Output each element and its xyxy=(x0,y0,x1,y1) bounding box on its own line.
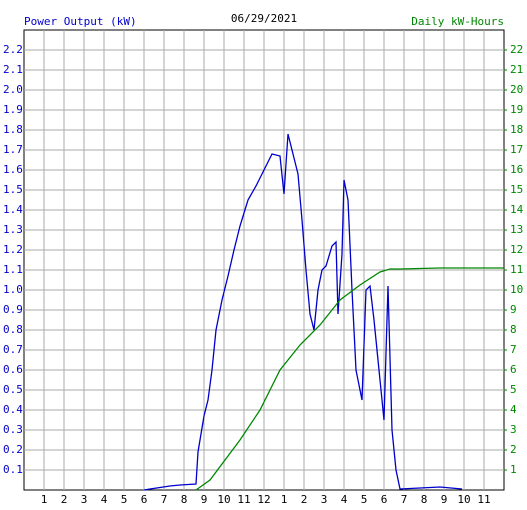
y-tick-label: 2.1 xyxy=(3,63,23,76)
x-tick-label: 2 xyxy=(301,493,308,506)
y-tick-label: 0.2 xyxy=(3,443,23,456)
y2-tick-label: 11 xyxy=(510,263,523,276)
x-tick-label: 7 xyxy=(401,493,408,506)
y2-tick-label: 14 xyxy=(510,203,524,216)
y2-tick-label: 8 xyxy=(510,323,517,336)
y2-tick-label: 12 xyxy=(510,243,523,256)
x-tick-label: 6 xyxy=(381,493,388,506)
y-tick-label: 0.5 xyxy=(3,383,23,396)
y2-tick-label: 3 xyxy=(510,423,517,436)
y-tick-label: 0.4 xyxy=(3,403,23,416)
y-tick-label: 1.6 xyxy=(3,163,23,176)
y2-tick-label: 13 xyxy=(510,223,523,236)
y2-tick-label: 16 xyxy=(510,163,523,176)
x-tick-label: 3 xyxy=(81,493,88,506)
x-tick-label: 10 xyxy=(217,493,230,506)
y-tick-label: 0.9 xyxy=(3,303,23,316)
y2-tick-label: 6 xyxy=(510,363,517,376)
x-tick-label: 12 xyxy=(257,493,270,506)
y2-tick-label: 2 xyxy=(510,443,517,456)
right-axis-label: Daily kW-Hours xyxy=(411,15,504,28)
y2-tick-label: 7 xyxy=(510,343,517,356)
y2-tick-label: 1 xyxy=(510,463,517,476)
y-tick-label: 1.2 xyxy=(3,243,23,256)
y2-tick-label: 9 xyxy=(510,303,517,316)
y2-tick-label: 19 xyxy=(510,103,523,116)
y-tick-label: 0.8 xyxy=(3,323,23,336)
y-tick-label: 1.7 xyxy=(3,143,23,156)
y2-tick-label: 21 xyxy=(510,63,523,76)
y2-tick-label: 20 xyxy=(510,83,523,96)
y-tick-label: 0.1 xyxy=(3,463,23,476)
x-tick-label: 7 xyxy=(161,493,168,506)
y-tick-label: 0.7 xyxy=(3,343,23,356)
y-tick-label: 1.8 xyxy=(3,123,23,136)
y-tick-label: 0.6 xyxy=(3,363,23,376)
y-tick-label: 2.0 xyxy=(3,83,23,96)
y2-tick-label: 4 xyxy=(510,403,517,416)
y2-tick-label: 5 xyxy=(510,383,517,396)
x-tick-label: 8 xyxy=(181,493,188,506)
y-tick-label: 1.4 xyxy=(3,203,23,216)
y2-tick-label: 15 xyxy=(510,183,523,196)
x-tick-label: 5 xyxy=(361,493,368,506)
x-tick-label: 1 xyxy=(281,493,288,506)
x-tick-label: 8 xyxy=(421,493,428,506)
x-tick-label: 5 xyxy=(121,493,128,506)
left-axis-label: Power Output (kW) xyxy=(24,15,137,28)
x-tick-label: 4 xyxy=(101,493,108,506)
y-tick-label: 2.2 xyxy=(3,43,23,56)
y2-tick-label: 17 xyxy=(510,143,523,156)
y-tick-label: 1.9 xyxy=(3,103,23,116)
y-tick-label: 1.1 xyxy=(3,263,23,276)
y-tick-label: 1.0 xyxy=(3,283,23,296)
y-tick-label: 1.3 xyxy=(3,223,23,236)
x-tick-label: 11 xyxy=(477,493,490,506)
y2-tick-label: 18 xyxy=(510,123,523,136)
x-tick-label: 9 xyxy=(201,493,208,506)
series-line xyxy=(143,133,463,491)
series-line xyxy=(195,267,504,491)
y2-tick-label: 10 xyxy=(510,283,523,296)
chart-title: 06/29/2021 xyxy=(231,12,297,25)
x-tick-label: 6 xyxy=(141,493,148,506)
y-tick-label: 1.5 xyxy=(3,183,23,196)
x-tick-label: 2 xyxy=(61,493,68,506)
x-tick-label: 10 xyxy=(457,493,470,506)
x-tick-label: 9 xyxy=(441,493,448,506)
x-tick-label: 3 xyxy=(321,493,328,506)
x-tick-label: 4 xyxy=(341,493,348,506)
x-tick-label: 1 xyxy=(41,493,48,506)
y-tick-label: 0.3 xyxy=(3,423,23,436)
x-tick-label: 11 xyxy=(237,493,250,506)
y2-tick-label: 22 xyxy=(510,43,523,56)
